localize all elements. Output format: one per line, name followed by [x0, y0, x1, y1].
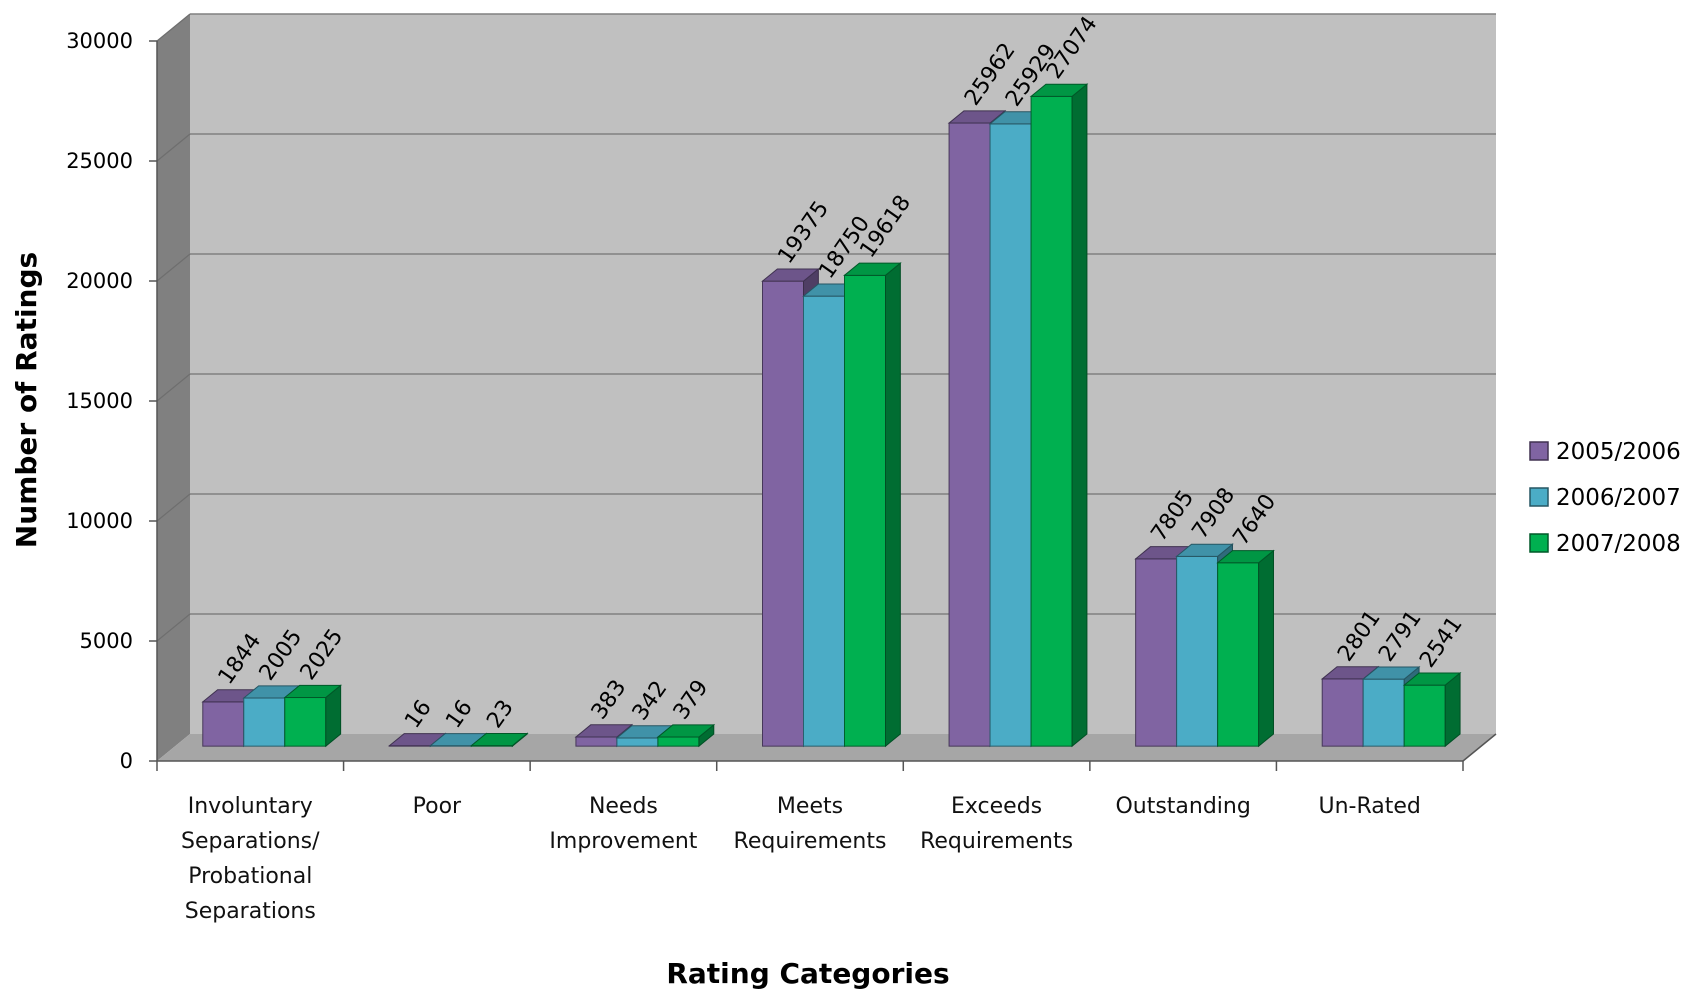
legend-label: 2006/2007	[1556, 485, 1681, 511]
legend-swatch	[1530, 442, 1548, 460]
bar-front	[1136, 559, 1177, 746]
y-tick-label: 5000	[80, 629, 133, 653]
category-label: Separations/	[181, 829, 320, 854]
legend-label: 2007/2008	[1556, 531, 1681, 557]
bar-front	[845, 275, 886, 746]
y-tick-label: 30000	[66, 29, 133, 53]
x-axis-categories: Involuntary Separations/Probational Separa…	[157, 761, 1463, 924]
y-tick-label: 15000	[66, 389, 133, 413]
legend-swatch	[1530, 534, 1548, 552]
category-label: Probational	[188, 864, 312, 889]
bar-side	[1072, 84, 1087, 746]
bar-front	[804, 296, 845, 746]
category-label: Un-Rated	[1319, 794, 1421, 819]
category-label: Requirements	[734, 829, 887, 854]
y-axis-title: Number of Ratings	[10, 252, 43, 548]
category-label: Improvement	[549, 829, 697, 854]
legend-label: 2005/2006	[1556, 439, 1681, 465]
y-tick-label: 0	[120, 749, 133, 773]
bar-front	[285, 698, 326, 747]
legend: 2005/2006 2006/2007 2007/2008	[1530, 439, 1681, 557]
category-label: Requirements	[920, 829, 1073, 854]
y-tick-label: 10000	[66, 509, 133, 533]
bar-side	[886, 263, 901, 746]
category-label: Poor	[413, 794, 462, 819]
category-label: Outstanding	[1115, 794, 1250, 819]
bar-front	[576, 737, 617, 746]
bar-front	[763, 281, 804, 746]
bar-front	[1363, 679, 1404, 746]
bar-front	[1404, 685, 1445, 746]
y-axis-ticks: 0 5000 10000 15000 20000 25000 30000	[66, 29, 157, 773]
y-tick-label: 20000	[66, 269, 133, 293]
bar-front	[617, 738, 658, 746]
y-tick-label: 25000	[66, 149, 133, 173]
bar-front	[990, 124, 1031, 746]
category-label: Needs	[589, 794, 658, 819]
bar-side	[1259, 551, 1274, 747]
category-label: Meets	[777, 794, 843, 819]
x-axis-title: Rating Categories	[666, 957, 949, 990]
legend-swatch	[1530, 488, 1548, 506]
category-label: Separations	[185, 899, 316, 924]
category-label: Involuntary	[188, 794, 313, 819]
category-label: Exceeds	[951, 794, 1042, 819]
bar-front	[244, 698, 285, 746]
bar-front	[203, 702, 244, 746]
bar-front	[658, 737, 699, 746]
bar-front	[1031, 96, 1072, 746]
bar-front	[1218, 563, 1259, 746]
bar-front	[949, 123, 990, 746]
bar-front	[1322, 679, 1363, 746]
bar-front	[1177, 556, 1218, 746]
